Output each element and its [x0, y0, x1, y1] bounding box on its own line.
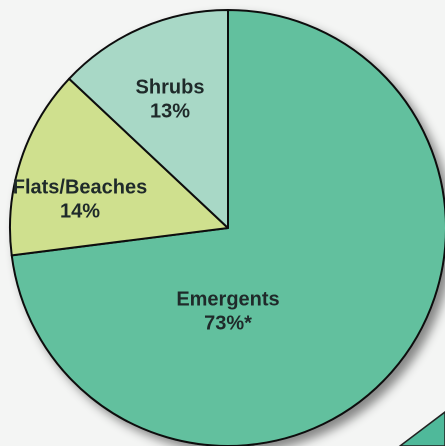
slice-value: 73%*: [204, 312, 252, 334]
slice-name: Emergents: [176, 288, 279, 310]
decoration: [398, 411, 445, 446]
slice-name: Shrubs: [136, 76, 205, 98]
slice-value: 14%: [60, 200, 100, 222]
pie: [9, 9, 445, 446]
slice-value: 13%: [150, 100, 190, 122]
pie-slice: [68, 9, 229, 229]
slice-name: Flats/Beaches: [13, 176, 148, 198]
pie-slice: [9, 77, 229, 257]
